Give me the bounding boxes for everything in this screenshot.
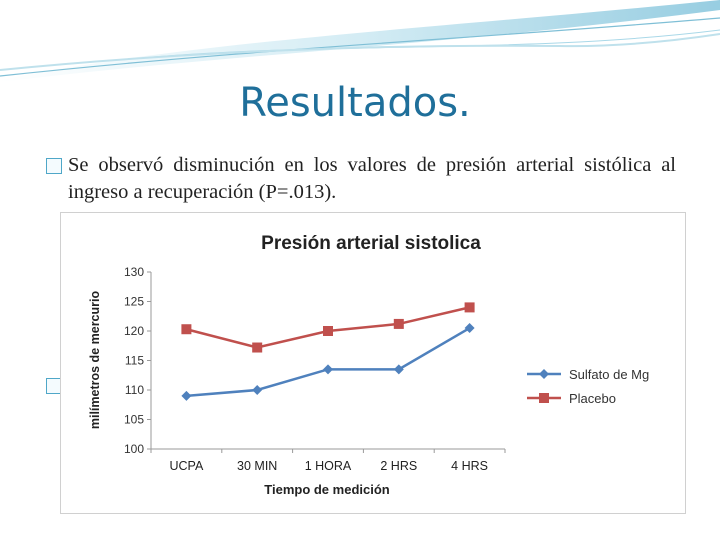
chart-legend: Sulfato de Mg Placebo <box>527 367 649 406</box>
series-line <box>186 326 471 398</box>
data-point <box>393 364 404 375</box>
y-tick-label: 130 <box>124 265 144 279</box>
x-tick-label: 2 HRS <box>380 459 417 473</box>
data-point <box>181 324 192 335</box>
y-axis-ticks: 100 105 110 115 120 125 130 <box>124 265 151 456</box>
data-point <box>393 318 404 329</box>
y-tick-label: 100 <box>124 442 144 456</box>
line-chart: Presión arterial sistolica 1001051101151… <box>88 233 649 497</box>
chart-axes <box>150 272 505 450</box>
data-point <box>464 302 475 313</box>
y-tick-label: 105 <box>124 413 144 427</box>
x-tick-label: UCPA <box>169 459 203 473</box>
legend-marker <box>539 369 549 379</box>
series-sulfato-de-mg <box>181 323 475 401</box>
y-tick-label: 125 <box>124 295 144 309</box>
chart-container: Presión arterial sistolica 100 105 110 115 1… <box>60 212 686 514</box>
bullet-square-icon <box>46 158 62 174</box>
data-point <box>323 364 333 375</box>
x-axis-ticks: UCPA 30 MIN 1 HORA 2 HRS 4 HRS <box>150 449 506 473</box>
series-placebo <box>181 302 475 353</box>
x-tick-label: 1 HORA <box>305 459 352 473</box>
series-layer <box>181 302 475 401</box>
bullet-text: Se observó disminución en los valores de… <box>68 154 676 203</box>
y-axis-label: milímetros de mercurio <box>88 291 102 430</box>
data-point <box>252 342 263 353</box>
data-point <box>323 326 333 336</box>
x-tick-label: 4 HRS <box>451 459 488 473</box>
slide-title: Resultados. <box>239 80 471 126</box>
legend-label: Sulfato de Mg <box>569 367 649 382</box>
chart-title: Presión arterial sistolica <box>261 233 481 254</box>
y-tick-label: 110 <box>125 383 144 397</box>
data-point <box>181 390 192 401</box>
y-tick-label: 115 <box>125 354 144 368</box>
bullet-item: Se observó disminución en los valores de… <box>46 152 676 206</box>
legend-item: Placebo <box>527 391 616 406</box>
y-tick-label: 120 <box>124 324 144 338</box>
header-swoosh-decoration <box>0 0 720 82</box>
legend-label: Placebo <box>569 391 616 406</box>
data-point <box>252 385 263 395</box>
x-tick-label: 30 MIN <box>237 459 277 473</box>
x-axis-label: Tiempo de medición <box>264 482 390 497</box>
legend-marker <box>539 393 549 403</box>
legend-item: Sulfato de Mg <box>527 367 649 382</box>
data-point <box>464 323 475 334</box>
